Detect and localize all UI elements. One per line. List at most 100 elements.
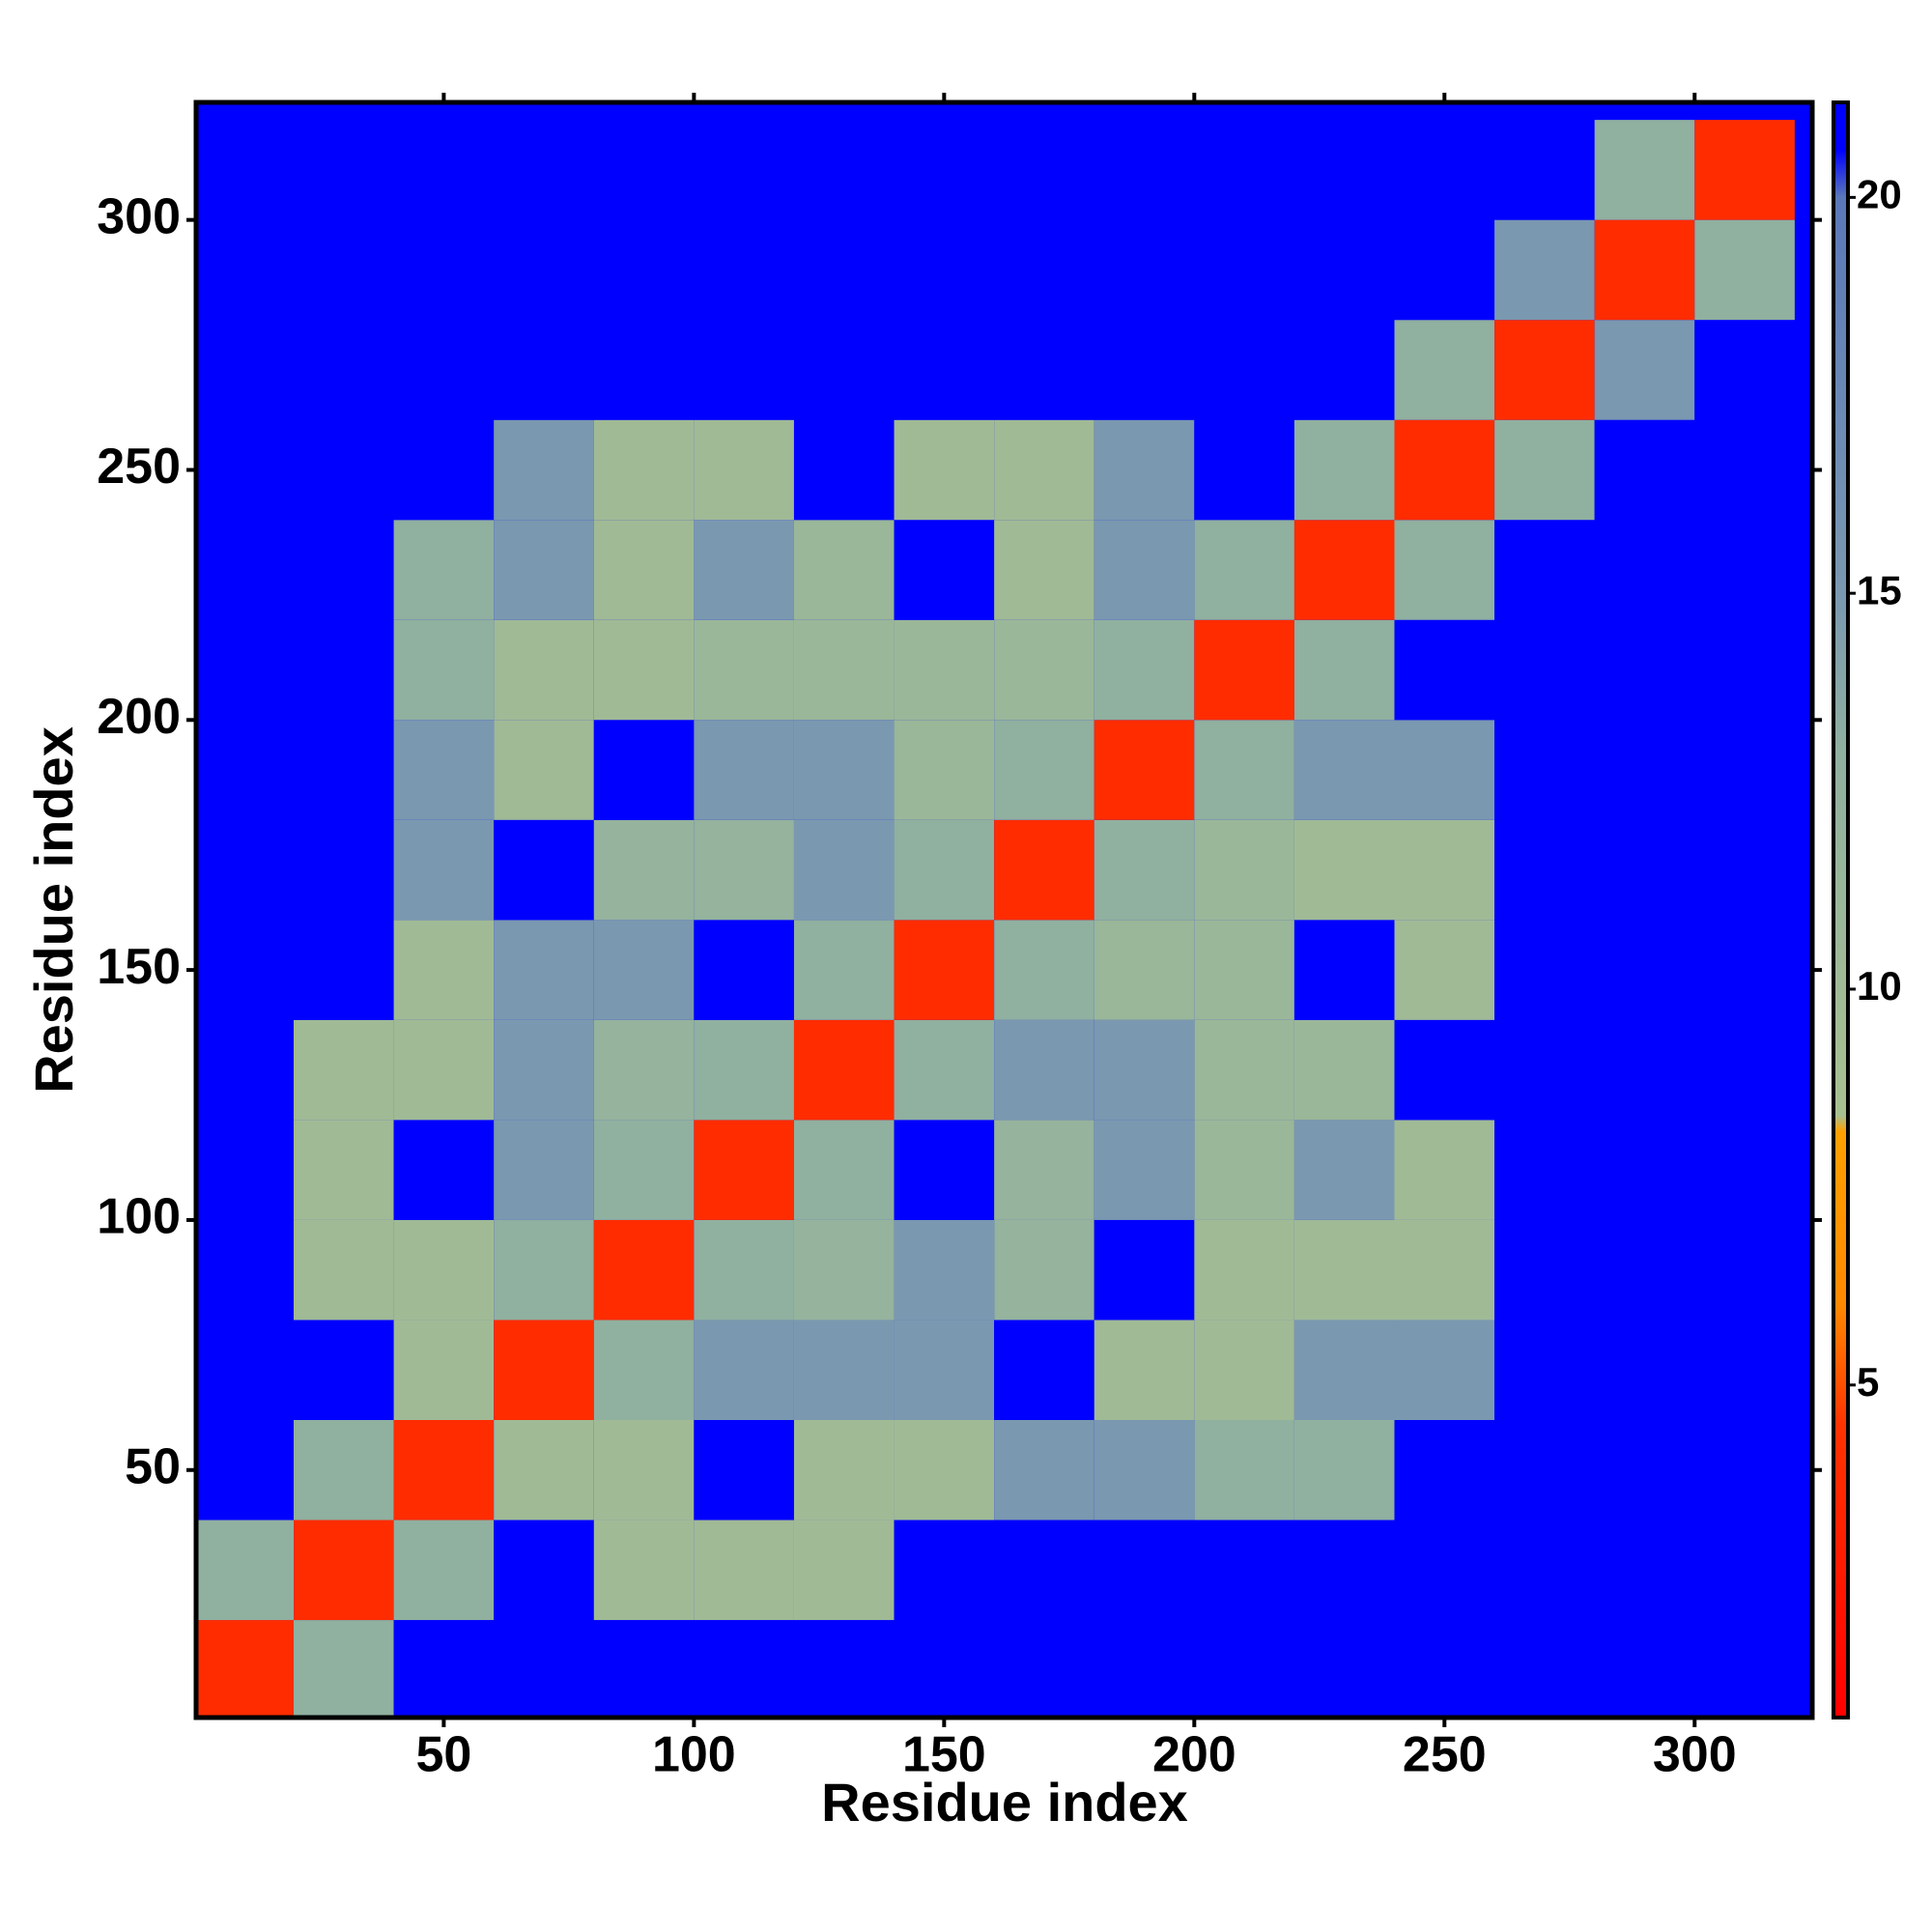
heatmap-cell	[196, 1620, 295, 1718]
heatmap-cell	[694, 1320, 794, 1420]
heatmap-cell	[793, 619, 895, 721]
heatmap-cell	[1194, 320, 1294, 420]
plot-frame	[193, 99, 1815, 1720]
heatmap-cell	[1394, 1420, 1495, 1520]
heatmap-cell	[1194, 1320, 1294, 1420]
heatmap-cell	[1094, 920, 1195, 1020]
heatmap-cell	[593, 1320, 695, 1420]
heatmap-cell	[994, 1120, 1094, 1220]
colorbar-tick-label: 5	[1857, 1359, 1879, 1405]
heatmap-cell	[994, 1320, 1094, 1420]
heatmap-cells	[196, 120, 1795, 1718]
heatmap-cell	[1394, 520, 1495, 620]
heatmap-cell	[593, 819, 695, 921]
heatmap-cell	[1394, 1019, 1495, 1121]
x-tick-label: 250	[1403, 1727, 1487, 1783]
heatmap-cell	[1694, 1219, 1795, 1321]
heatmap-cell	[793, 520, 895, 620]
heatmap-cell	[694, 120, 794, 220]
heatmap-cell	[793, 1420, 895, 1520]
heatmap-cell	[1394, 120, 1495, 220]
heatmap-cell	[1293, 419, 1395, 521]
heatmap-cell	[494, 120, 594, 220]
heatmap-cell	[196, 1019, 295, 1121]
heatmap-cell	[393, 920, 495, 1020]
heatmap-cell	[1094, 219, 1195, 321]
heatmap-cell	[1194, 720, 1294, 820]
heatmap-cell	[393, 120, 495, 220]
heatmap-cell	[1293, 920, 1395, 1020]
heatmap-cell	[1194, 419, 1294, 521]
heatmap-cell	[793, 219, 895, 321]
heatmap-cell	[793, 819, 895, 921]
heatmap-cell	[1293, 720, 1395, 820]
heatmap-cell	[1293, 120, 1395, 220]
heatmap-cell	[1194, 1420, 1294, 1520]
heatmap-cell	[1494, 1219, 1595, 1321]
heatmap-cell	[294, 720, 394, 820]
heatmap-cell	[393, 219, 495, 321]
y-tick-label: 200	[97, 689, 181, 745]
heatmap-cell	[1394, 819, 1495, 921]
heatmap-cell	[494, 720, 594, 820]
heatmap-cell	[1494, 1520, 1595, 1621]
heatmap-cell	[994, 720, 1094, 820]
heatmap-cell	[294, 1520, 394, 1621]
heatmap-cell	[1594, 720, 1695, 820]
heatmap-cell	[1494, 819, 1595, 921]
heatmap-cell	[494, 1520, 594, 1621]
heatmap-cell	[894, 1019, 995, 1121]
heatmap-cell	[1594, 1320, 1695, 1420]
heatmap-cell	[1594, 1019, 1695, 1121]
heatmap-cell	[1394, 1219, 1495, 1321]
heatmap-cell	[1694, 1420, 1795, 1520]
heatmap-cell	[1694, 1019, 1795, 1121]
heatmap-cell	[694, 520, 794, 620]
heatmap-cell	[1394, 419, 1495, 521]
heatmap-cell	[1394, 1120, 1495, 1220]
heatmap-cell	[994, 419, 1094, 521]
heatmap-cell	[294, 1120, 394, 1220]
heatmap-cell	[294, 1019, 394, 1121]
heatmap-cell	[494, 920, 594, 1020]
heatmap-cell	[894, 120, 995, 220]
heatmap-cell	[196, 1120, 295, 1220]
heatmap-cell	[1694, 1120, 1795, 1220]
heatmap-cell	[393, 1620, 495, 1718]
heatmap-cell	[393, 1120, 495, 1220]
heatmap-cell	[1694, 1620, 1795, 1718]
heatmap-cell	[593, 1420, 695, 1520]
colorbar-tick-label: 20	[1857, 171, 1902, 216]
heatmap-cell	[894, 720, 995, 820]
y-tick-label: 300	[97, 188, 181, 244]
heatmap-cell	[793, 320, 895, 420]
heatmap-cell	[294, 1320, 394, 1420]
heatmap-cell	[694, 819, 794, 921]
heatmap-cell	[1494, 419, 1595, 521]
heatmap-cell	[1594, 219, 1695, 321]
heatmap-cell	[494, 1420, 594, 1520]
heatmap-cell	[1494, 1019, 1595, 1121]
heatmap-cell	[894, 1320, 995, 1420]
heatmap-cell	[494, 419, 594, 521]
heatmap-cell	[894, 1620, 995, 1718]
heatmap-cell	[994, 120, 1094, 220]
heatmap-cell	[294, 419, 394, 521]
heatmap-cell	[1293, 320, 1395, 420]
heatmap-cell	[494, 320, 594, 420]
heatmap-cell	[1394, 320, 1495, 420]
heatmap-cell	[694, 419, 794, 521]
heatmap-cell	[393, 1019, 495, 1121]
heatmap-cell	[494, 1219, 594, 1321]
heatmap-cell	[1394, 1520, 1495, 1621]
heatmap-cell	[393, 819, 495, 921]
heatmap-cell	[694, 1120, 794, 1220]
heatmap-cell	[994, 219, 1094, 321]
heatmap-cell	[1694, 219, 1795, 321]
heatmap-cell	[1094, 819, 1195, 921]
heatmap-cell	[294, 120, 394, 220]
heatmap-cell	[1494, 120, 1595, 220]
heatmap-cell	[1694, 320, 1795, 420]
heatmap-cell	[1194, 1219, 1294, 1321]
